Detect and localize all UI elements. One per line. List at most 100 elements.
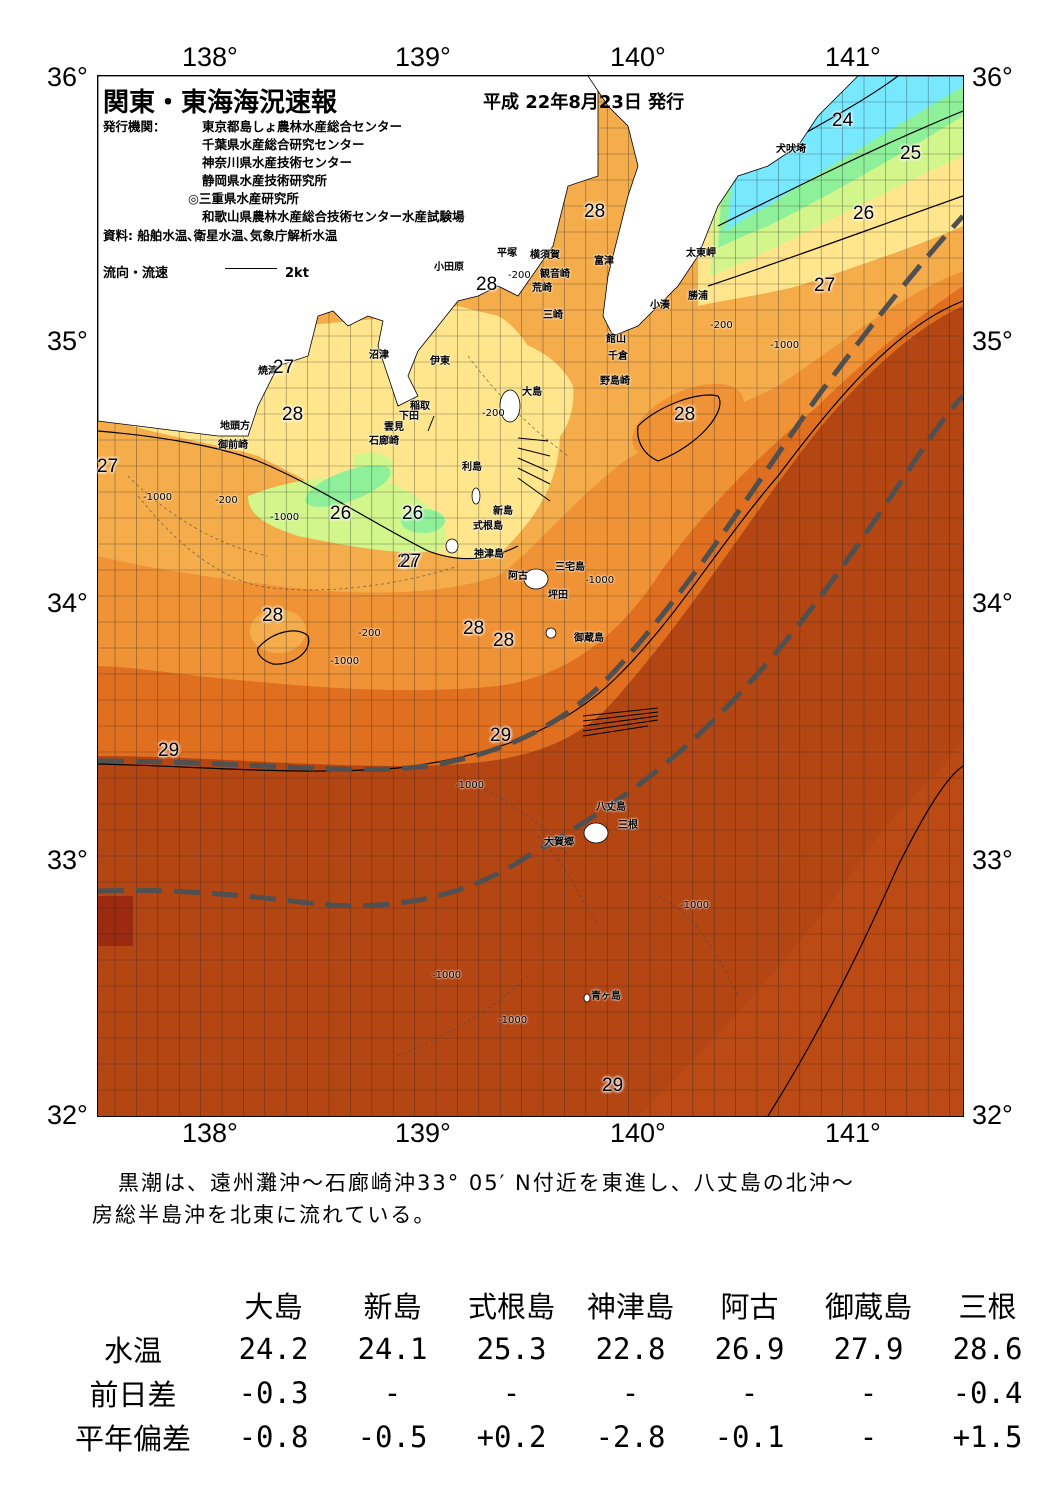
table-cell: -0.3	[238, 1376, 309, 1410]
table-corner	[52, 1283, 214, 1327]
lat-label-left: 33°	[47, 845, 88, 875]
table-cell: -0.5	[357, 1420, 428, 1454]
station-header: 式根島	[467, 1290, 555, 1324]
place-label: 野島崎	[600, 376, 630, 387]
place-label: 青ヶ島	[591, 991, 621, 1002]
place-label: 大島	[522, 387, 542, 398]
isotherm-label: 28	[463, 618, 485, 639]
lon-label-top: 139°	[395, 42, 451, 72]
depth-label: -1000	[143, 492, 173, 503]
isotherm-label: 29	[602, 1075, 624, 1096]
table-cell: 25.3	[476, 1332, 547, 1366]
depth-label: -200	[508, 270, 531, 281]
place-label: 新島	[493, 506, 513, 517]
island-kozushima	[445, 538, 459, 554]
lon-label-bottom: 139°	[395, 1118, 451, 1148]
isotherm-label: 28	[262, 605, 284, 626]
station-header: 三根	[958, 1290, 1017, 1324]
island-mikurajima	[545, 627, 557, 639]
isotherm-label: 28	[584, 201, 606, 222]
place-label: 三宅島	[555, 562, 585, 573]
table-cell: -	[502, 1376, 521, 1410]
place-label: 観音崎	[540, 269, 570, 280]
depth-label: -200	[710, 320, 733, 331]
current-arrows	[427, 415, 659, 737]
current-legend-label: 流向・流速	[103, 266, 169, 281]
place-label: 三崎	[543, 310, 563, 321]
place-label: 館山	[606, 334, 626, 345]
place-label: 千倉	[608, 351, 628, 362]
place-label: 御前崎	[218, 440, 248, 451]
isotherm-label: 28	[674, 404, 696, 425]
place-label: 石廊崎	[369, 436, 399, 447]
station-header: 新島	[363, 1290, 422, 1324]
publisher-org: 神奈川県水産技術センター	[202, 155, 353, 170]
summary-line: 黒潮は、遠州灘沖～石廊崎沖33° 05′ N付近を東進し、八丈島の北沖～	[118, 1171, 855, 1195]
place-label: 焼津	[258, 366, 278, 377]
lon-label-bottom: 138°	[182, 1118, 238, 1148]
depth-label: -1000	[770, 340, 800, 351]
place-label: 地頭方	[220, 421, 250, 432]
lat-label-left: 34°	[47, 588, 88, 618]
depth-label: -200	[215, 495, 238, 506]
table-cell: -	[383, 1376, 402, 1410]
lon-label-top: 138°	[182, 42, 238, 72]
row-label: 水温	[103, 1334, 162, 1368]
table-cell: +1.5	[952, 1420, 1023, 1454]
table-cell: 22.8	[595, 1332, 666, 1366]
depth-label: -1000	[270, 512, 300, 523]
lat-label-left: 32°	[47, 1100, 88, 1130]
table-cell: -	[859, 1420, 878, 1454]
table-row: 水温 24.2 24.1 25.3 22.8 26.9 27.9 28.6	[52, 1327, 1047, 1371]
place-label: 富津	[594, 256, 614, 267]
table-cell: 27.9	[833, 1332, 904, 1366]
depth-label: -1000	[432, 970, 462, 981]
depth-label: -1000	[498, 1015, 528, 1026]
lat-label-right: 35°	[972, 326, 1013, 356]
table-cell: -2.8	[595, 1420, 666, 1454]
table-cell: +0.2	[476, 1420, 547, 1454]
isotherm-label: 25	[900, 143, 922, 164]
isotherm-label: 28	[282, 404, 304, 425]
station-header: 御蔵島	[824, 1290, 912, 1324]
place-label: 稲取	[410, 401, 430, 412]
row-label: 平年偏差	[74, 1422, 191, 1456]
isotherm-label: 29	[158, 740, 180, 761]
table-row: 前日差 -0.3 - - - - - -0.4	[52, 1371, 1047, 1415]
isotherm-label: 26	[402, 503, 424, 524]
temp-zone-29-southeast	[638, 736, 963, 1116]
place-label: 横須賀	[530, 250, 560, 261]
place-label: 利島	[462, 462, 482, 473]
land-areas	[97, 75, 963, 1003]
isotherm-label: 28	[493, 630, 515, 651]
place-label: 三根	[618, 820, 638, 831]
table-cell: -	[621, 1376, 640, 1410]
depth-label: -1000	[455, 780, 485, 791]
table-header-row: 大島 新島 式根島 神津島 阿古 御蔵島 三根	[52, 1283, 1047, 1327]
kuroshio-axis	[97, 214, 965, 909]
lat-label-left: 36°	[47, 62, 88, 92]
station-header: 大島	[244, 1290, 303, 1324]
table-cell: 26.9	[714, 1332, 785, 1366]
depth-label: -200	[482, 408, 505, 419]
place-label: 小田原	[434, 262, 464, 273]
current-scale-label: 2kt	[285, 266, 309, 281]
temp-zone-30	[98, 896, 133, 946]
lat-label-right: 32°	[972, 1100, 1013, 1130]
row-label: 前日差	[89, 1378, 177, 1412]
place-label: 阿古	[508, 571, 528, 582]
island-oshima	[499, 389, 521, 423]
station-header: 神津島	[586, 1290, 674, 1324]
current-scale-arrow	[225, 268, 277, 269]
publisher-org: 和歌山県農林水産総合技術センター水産試験場	[202, 209, 465, 224]
table-cell: -0.1	[714, 1420, 785, 1454]
place-label: 荒崎	[532, 283, 552, 294]
lon-label-top: 140°	[610, 42, 666, 72]
observation-table: 大島 新島 式根島 神津島 阿古 御蔵島 三根 水温 24.2 24.1 25.…	[52, 1283, 1047, 1459]
isotherm-label: 27	[273, 357, 295, 378]
warm-eddy	[632, 383, 744, 459]
table-cell: 24.2	[238, 1332, 309, 1366]
depth-label: -1000	[330, 656, 360, 667]
place-label: 沼津	[369, 350, 389, 361]
table-cell: -0.8	[238, 1420, 309, 1454]
